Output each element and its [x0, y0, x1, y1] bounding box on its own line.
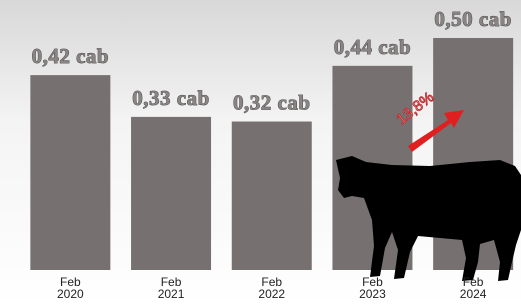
value-label: 0,33 cab: [132, 86, 210, 110]
x-tick-label: Feb 2020: [50, 276, 90, 300]
bar: [232, 122, 312, 270]
plot: 0,50 cab 0,44 cab 0,32 cab 0,33 cab 0,42 cab…: [0, 0, 521, 307]
chart: 0,50 cab 0,44 cab 0,32 cab 0,33 cab 0,42 cab…: [0, 0, 521, 307]
bar: [30, 75, 110, 270]
value-label: 0,50 cab: [434, 7, 512, 31]
value-label: 0,44 cab: [334, 35, 412, 59]
x-tick-label: Feb 2023: [352, 276, 392, 300]
x-tick-label: Feb 2024: [453, 276, 493, 300]
value-label: 0,32 cab: [233, 91, 311, 115]
x-tick-label: Feb 2022: [252, 276, 292, 300]
x-tick-label: Feb 2021: [151, 276, 191, 300]
bar: [131, 117, 211, 270]
value-label: 0,42 cab: [32, 44, 110, 68]
